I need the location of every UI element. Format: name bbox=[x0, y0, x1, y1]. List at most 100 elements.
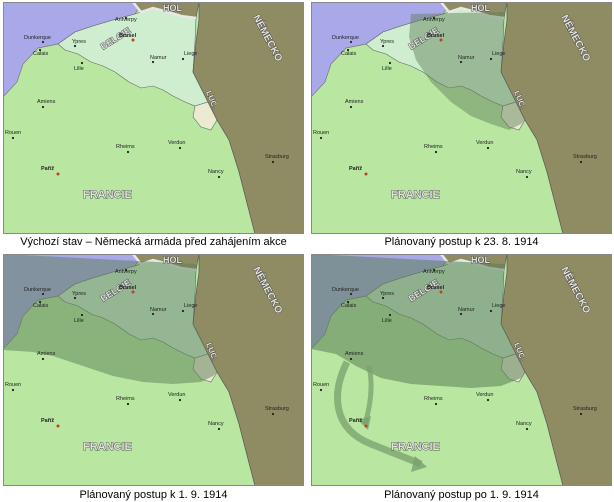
city-label: Brusel bbox=[119, 285, 137, 291]
netherlands-label: HOL bbox=[163, 255, 183, 265]
city-marker-icon bbox=[439, 38, 443, 42]
city-marker-icon bbox=[432, 16, 436, 20]
city-label: Amiens bbox=[345, 99, 364, 105]
france-label: FRANCIE bbox=[83, 441, 132, 453]
panel-border bbox=[311, 2, 612, 234]
city-label: Strasburg bbox=[573, 406, 597, 412]
advance-arrow-path bbox=[334, 360, 423, 468]
city-marker-icon bbox=[381, 44, 385, 48]
france-label: FRANCIE bbox=[83, 189, 132, 201]
city-marker-icon bbox=[178, 398, 182, 402]
city-label: Ypres bbox=[380, 291, 394, 297]
advance-zone bbox=[3, 254, 217, 384]
city-label: Rheims bbox=[424, 396, 443, 402]
arrow-head-icon bbox=[411, 456, 427, 472]
city-label: Paříž bbox=[41, 166, 54, 172]
city-marker-icon bbox=[349, 357, 353, 361]
coastline-highlight bbox=[440, 2, 505, 20]
netherlands-label: HOL bbox=[471, 3, 491, 13]
city-label: Nancy bbox=[208, 169, 224, 175]
city-marker-icon bbox=[525, 427, 529, 431]
city-marker-icon bbox=[126, 402, 130, 406]
advance-zone bbox=[311, 254, 525, 388]
city-marker-icon bbox=[349, 40, 353, 44]
city-label: Antverpy bbox=[115, 269, 137, 275]
city-marker-icon bbox=[124, 268, 128, 272]
city-label: Antverpy bbox=[423, 17, 445, 23]
germany-region bbox=[500, 254, 612, 486]
city-marker-icon bbox=[38, 300, 42, 304]
city-marker-icon bbox=[579, 412, 583, 416]
city-marker-icon bbox=[178, 146, 182, 150]
city-label: Rheims bbox=[116, 396, 135, 402]
city-label: Dunkerque bbox=[332, 287, 359, 293]
city-label: Ypres bbox=[72, 291, 86, 297]
map-svg: HOLNĚMECKOBELGIELUC.FRANCIEAntverpyBruse… bbox=[311, 254, 612, 486]
city-marker-icon bbox=[56, 424, 60, 428]
city-marker-icon bbox=[349, 105, 353, 109]
caption-1-sep: Plánovaný postup k 1. 9. 1914 bbox=[79, 489, 228, 501]
city-label: Amiens bbox=[345, 351, 364, 357]
city-label: Lille bbox=[382, 318, 392, 324]
city-marker-icon bbox=[271, 160, 275, 164]
city-label: Dunkerque bbox=[24, 287, 51, 293]
caption-23-aug: Plánovaný postup k 23. 8. 1914 bbox=[384, 236, 539, 248]
city-label: Amiens bbox=[37, 99, 56, 105]
city-label: Verdun bbox=[476, 392, 493, 398]
city-marker-icon bbox=[486, 146, 490, 150]
france-label: FRANCIE bbox=[391, 189, 440, 201]
city-marker-icon bbox=[11, 136, 15, 140]
city-marker-icon bbox=[579, 160, 583, 164]
city-label: Antverpy bbox=[115, 17, 137, 23]
city-marker-icon bbox=[346, 300, 350, 304]
city-marker-icon bbox=[459, 60, 463, 64]
city-marker-icon bbox=[151, 60, 155, 64]
city-marker-icon bbox=[525, 175, 529, 179]
city-label: Ypres bbox=[380, 39, 394, 45]
city-marker-icon bbox=[432, 268, 436, 272]
city-marker-icon bbox=[80, 61, 84, 65]
map-svg: HOLNĚMECKOBELGIELUC.FRANCIEAntverpyBruse… bbox=[3, 2, 304, 234]
city-label: Namur bbox=[150, 307, 167, 313]
map-svg: HOLNĚMECKOBELGIELUC.FRANCIEAntverpyBruse… bbox=[311, 2, 612, 234]
city-label: Rouen bbox=[5, 130, 21, 136]
city-label: Namur bbox=[458, 307, 475, 313]
city-marker-icon bbox=[459, 312, 463, 316]
city-label: Ypres bbox=[72, 39, 86, 45]
city-marker-icon bbox=[486, 398, 490, 402]
city-label: Nancy bbox=[516, 421, 532, 427]
map-panel-23-aug: HOL NĚMECKO BELGIE LUC. FRANCIE Antverpy Bruse… bbox=[311, 2, 612, 234]
city-marker-icon bbox=[381, 296, 385, 300]
city-marker-icon bbox=[388, 313, 392, 317]
city-label: Brusel bbox=[119, 33, 137, 39]
map-panel-initial: HOL NĚMECKO BELGIE LUC. FRANCIE Antverpy Bruse… bbox=[3, 2, 304, 234]
city-label: Paříž bbox=[349, 418, 362, 424]
city-label: Namur bbox=[150, 55, 167, 61]
netherlands-label: HOL bbox=[471, 255, 491, 265]
city-marker-icon bbox=[131, 290, 135, 294]
city-marker-icon bbox=[364, 424, 368, 428]
caption-initial: Výchozí stav – Německá armáda před zaháj… bbox=[20, 236, 287, 248]
city-label: Lille bbox=[382, 66, 392, 72]
city-marker-icon bbox=[217, 175, 221, 179]
city-marker-icon bbox=[319, 136, 323, 140]
city-label: Calais bbox=[33, 51, 49, 57]
city-marker-icon bbox=[434, 402, 438, 406]
city-label: Verdun bbox=[476, 140, 493, 146]
panel-border bbox=[311, 254, 612, 486]
city-label: Strasburg bbox=[573, 154, 597, 160]
arrow-head-icon bbox=[358, 416, 371, 430]
city-marker-icon bbox=[41, 357, 45, 361]
city-label: Lille bbox=[74, 318, 84, 324]
panel-border bbox=[3, 2, 304, 234]
city-marker-icon bbox=[38, 48, 42, 52]
germany-region bbox=[192, 2, 304, 234]
city-label: Rouen bbox=[313, 382, 329, 388]
city-marker-icon bbox=[319, 388, 323, 392]
city-label: Dunkerque bbox=[332, 35, 359, 41]
city-marker-icon bbox=[73, 296, 77, 300]
city-marker-icon bbox=[346, 48, 350, 52]
netherlands-label: HOL bbox=[163, 3, 183, 13]
city-label: Verdun bbox=[168, 392, 185, 398]
city-marker-icon bbox=[271, 412, 275, 416]
